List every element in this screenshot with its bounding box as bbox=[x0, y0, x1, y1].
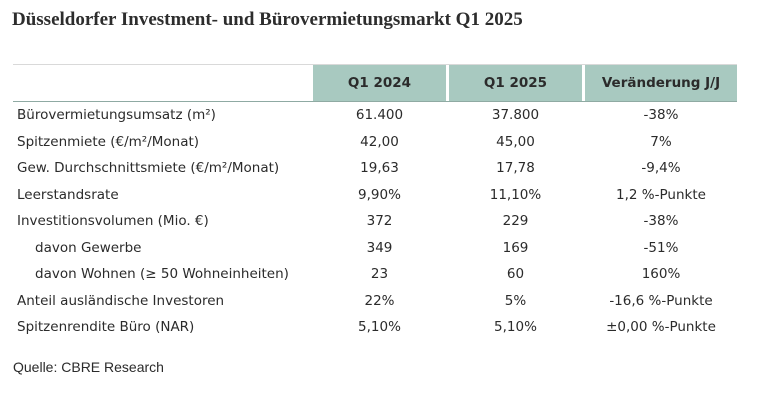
table-row: Gew. Durchschnittsmiete (€/m²/Monat) 19,… bbox=[13, 155, 737, 182]
table-row: Investitionsvolumen (Mio. €) 372 229 -38… bbox=[13, 208, 737, 235]
cell-q1-2025: 229 bbox=[502, 213, 529, 230]
cell-change: -16,6 %-Punkte bbox=[609, 292, 713, 309]
column-header-q1-2024: Q1 2024 bbox=[313, 65, 446, 101]
table-row: Spitzenmiete (€/m²/Monat) 42,00 45,00 7% bbox=[13, 129, 737, 156]
cell-q1-2024: 22% bbox=[364, 292, 395, 309]
cell-change: 160% bbox=[641, 266, 681, 283]
cell-change: ±0,00 %-Punkte bbox=[606, 319, 716, 336]
cell-change: -51% bbox=[643, 239, 679, 256]
page-title: Düsseldorfer Investment- und Bürovermiet… bbox=[12, 9, 523, 30]
row-label: Spitzenrendite Büro (NAR) bbox=[17, 319, 195, 336]
cell-q1-2025: 37.800 bbox=[491, 107, 540, 124]
table-row: davon Gewerbe 349 169 -51% bbox=[13, 235, 737, 262]
row-label: Leerstandsrate bbox=[17, 186, 119, 203]
row-label: davon Gewerbe bbox=[35, 239, 142, 256]
cell-change: -38% bbox=[643, 107, 679, 124]
cell-q1-2024: 42,00 bbox=[360, 133, 399, 150]
cell-q1-2024: 9,90% bbox=[358, 186, 401, 203]
cell-q1-2024: 61.400 bbox=[355, 107, 404, 124]
table-row: davon Wohnen (≥ 50 Wohneinheiten) 23 60 … bbox=[13, 261, 737, 288]
cell-q1-2024: 19,63 bbox=[360, 160, 399, 177]
cell-q1-2024: 349 bbox=[366, 239, 393, 256]
cell-q1-2025: 169 bbox=[502, 239, 529, 256]
table-row: Spitzenrendite Büro (NAR) 5,10% 5,10% ±0… bbox=[13, 314, 737, 341]
cell-q1-2024: 5,10% bbox=[358, 319, 401, 336]
row-label: davon Wohnen (≥ 50 Wohneinheiten) bbox=[35, 266, 289, 283]
column-header-change: Veränderung J/J bbox=[585, 65, 737, 101]
table-row: Bürovermietungsumsatz (m²) 61.400 37.800… bbox=[13, 102, 737, 129]
cell-change: 1,2 %-Punkte bbox=[616, 186, 706, 203]
cell-q1-2025: 5,10% bbox=[494, 319, 537, 336]
column-header-q1-2025: Q1 2025 bbox=[449, 65, 582, 101]
cell-q1-2025: 60 bbox=[506, 266, 525, 283]
cell-q1-2025: 11,10% bbox=[489, 186, 542, 203]
cell-change: -9,4% bbox=[641, 160, 681, 177]
row-label: Anteil ausländische Investoren bbox=[17, 292, 225, 309]
data-table: Q1 2024 Q1 2025 Veränderung J/J Büroverm… bbox=[13, 64, 737, 341]
cell-q1-2025: 17,78 bbox=[496, 160, 535, 177]
table-row: Leerstandsrate 9,90% 11,10% 1,2 %-Punkte bbox=[13, 182, 737, 209]
source-note: Quelle: CBRE Research bbox=[13, 359, 164, 375]
cell-change: 7% bbox=[650, 133, 672, 150]
table-row: Anteil ausländische Investoren 22% 5% -1… bbox=[13, 288, 737, 315]
cell-q1-2024: 23 bbox=[370, 266, 389, 283]
table-header: Q1 2024 Q1 2025 Veränderung J/J bbox=[13, 64, 737, 102]
cell-change: -38% bbox=[643, 213, 679, 230]
row-label: Bürovermietungsumsatz (m²) bbox=[17, 107, 216, 124]
row-label: Gew. Durchschnittsmiete (€/m²/Monat) bbox=[17, 160, 280, 177]
cell-q1-2024: 372 bbox=[366, 213, 393, 230]
row-label: Spitzenmiete (€/m²/Monat) bbox=[17, 133, 200, 150]
cell-q1-2025: 5% bbox=[504, 292, 527, 309]
header-divider bbox=[13, 101, 737, 102]
row-label: Investitionsvolumen (Mio. €) bbox=[17, 213, 209, 230]
cell-q1-2025: 45,00 bbox=[496, 133, 535, 150]
